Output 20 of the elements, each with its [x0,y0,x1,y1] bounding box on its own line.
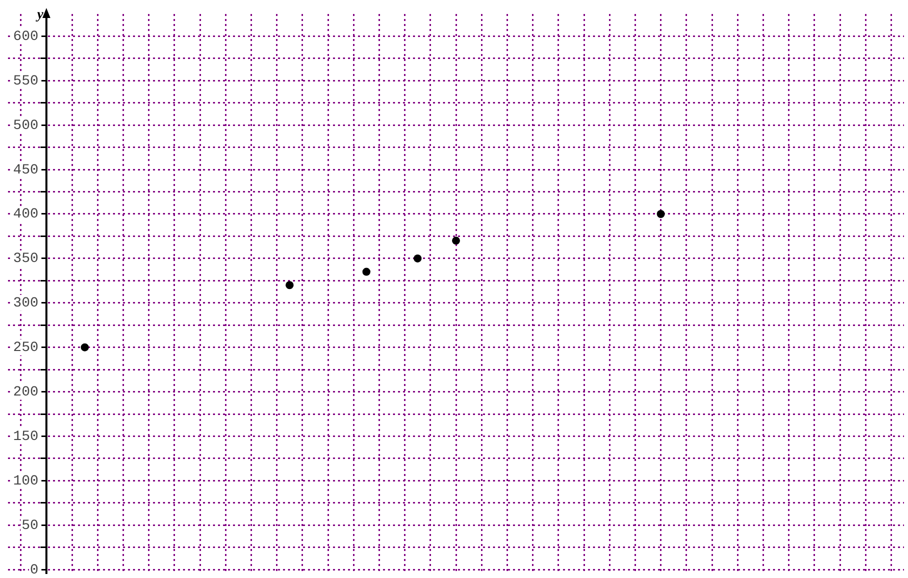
y-tick-label: 50 [22,518,38,534]
point [452,236,460,245]
y-tick-label: 0 [30,562,38,578]
y-tick-label: 500 [13,118,38,134]
y-axis-title: y [35,8,44,23]
y-tick-label: 100 [13,473,38,490]
y-tick-label: 450 [13,162,38,178]
point [80,343,89,352]
point [286,281,294,290]
y-tick-label: 550 [13,73,38,90]
y-tick-label: 400 [13,206,38,223]
y-tick-label: 600 [13,28,38,45]
y-tick-label: 250 [13,340,38,356]
y-tick-label: 150 [13,428,38,445]
y-tick-label: 200 [13,384,38,400]
point [414,254,422,262]
point [656,210,665,218]
y-tick-label: 300 [13,296,38,312]
point [362,268,370,276]
y-tick-label: 350 [13,251,38,268]
